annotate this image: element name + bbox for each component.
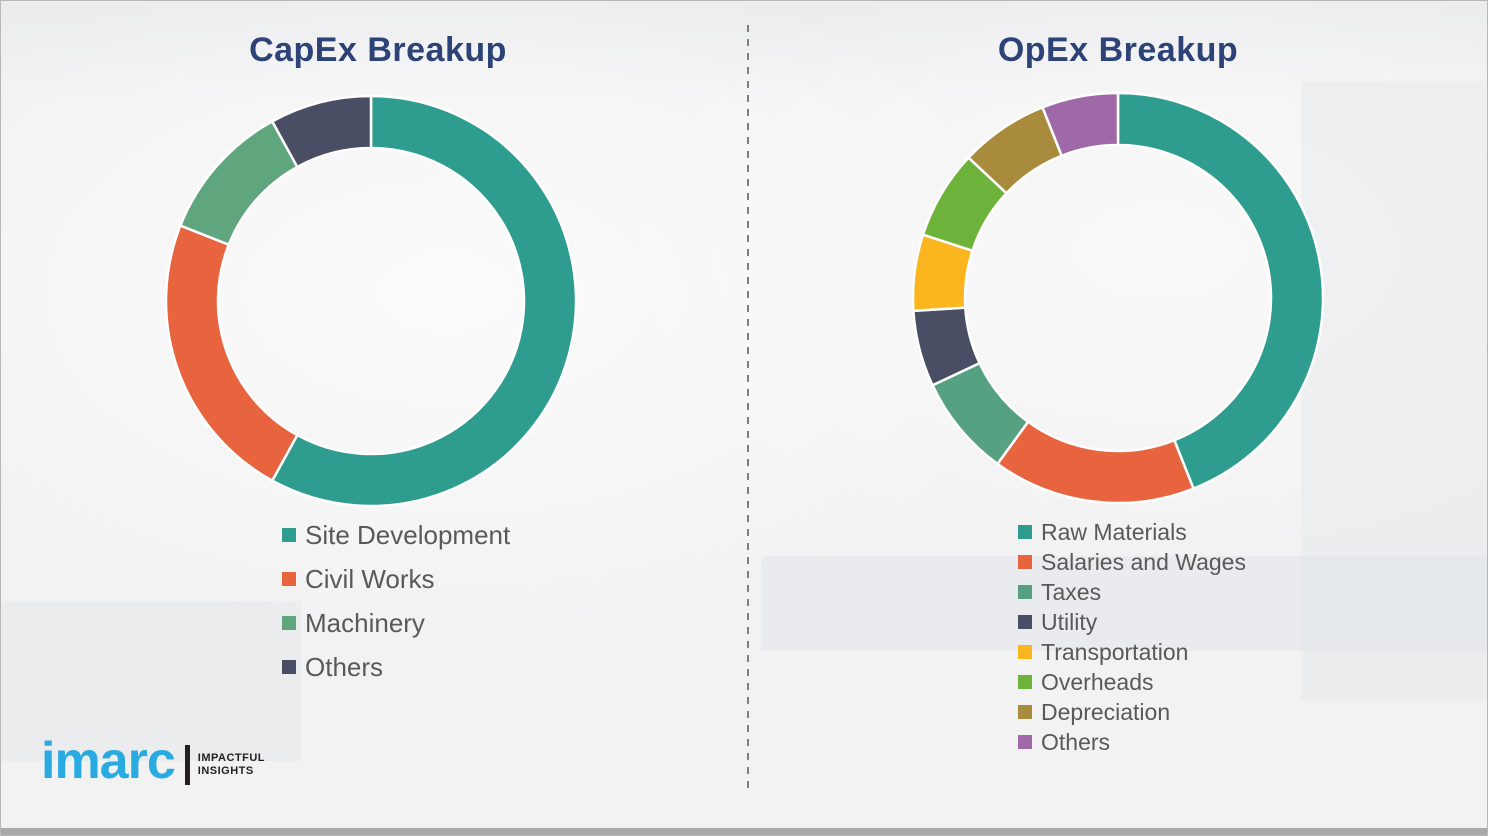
legend-label: Others (305, 651, 384, 682)
tagline-line-1: IMPACTFUL (197, 752, 265, 764)
legend-swatch-icon (1018, 555, 1032, 569)
donut-segment-civil-works (164, 224, 299, 482)
legend-swatch-icon (1018, 675, 1032, 689)
donut-segment-site-development (270, 94, 578, 508)
legend-swatch-icon (282, 616, 296, 630)
donut-segment-machinery (179, 120, 299, 246)
legend-item: Transportation (1018, 637, 1246, 667)
legend-swatch-icon (282, 572, 296, 586)
donut-segment-others (1041, 91, 1120, 157)
legend-swatch-icon (1018, 525, 1032, 539)
legend-label: Depreciation (1041, 698, 1171, 725)
logo-separator-bar (184, 745, 190, 785)
capex-donut-chart (164, 94, 578, 508)
legend-item: Raw Materials (1018, 517, 1246, 547)
legend-swatch-icon (1018, 705, 1032, 719)
legend-item: Utility (1018, 607, 1246, 637)
donut-segment-raw-materials (1116, 91, 1325, 490)
legend-item: Overheads (1018, 667, 1246, 697)
legend-item: Depreciation (1018, 697, 1246, 727)
legend-label: Overheads (1041, 668, 1154, 695)
opex-chart-title: OpEx Breakup (997, 31, 1239, 69)
imarc-logo-tagline: IMPACTFUL INSIGHTS (198, 752, 265, 778)
legend-item: Others (282, 645, 510, 689)
bottom-border-bar (1, 828, 1487, 835)
legend-label: Machinery (305, 607, 425, 638)
donut-segment-others (270, 94, 373, 169)
legend-item: Civil Works (282, 557, 510, 601)
background-texture (1301, 81, 1487, 701)
imarc-logo-wordmark: imarc (41, 732, 176, 790)
legend-label: Transportation (1041, 638, 1189, 665)
imarc-logo: imarc IMPACTFUL INSIGHTS (41, 735, 265, 787)
legend-item: Taxes (1018, 577, 1246, 607)
capex-chart-title: CapEx Breakup (249, 31, 507, 69)
legend-label: Others (1041, 728, 1111, 755)
dashed-divider (747, 25, 749, 791)
legend-swatch-icon (282, 528, 296, 542)
legend-label: Raw Materials (1041, 518, 1187, 545)
legend-swatch-icon (1018, 735, 1032, 749)
legend-label: Site Development (305, 519, 511, 550)
opex-legend: Raw Materials Salaries and Wages Taxes Util… (1018, 517, 1246, 757)
opex-donut-chart (911, 91, 1325, 505)
legend-item: Machinery (282, 601, 510, 645)
capex-legend: Site Development Civil Works Machinery Othe… (282, 513, 510, 689)
legend-label: Civil Works (305, 563, 435, 594)
donut-segment-salaries-and-wages (996, 420, 1195, 505)
legend-swatch-icon (282, 660, 296, 674)
tagline-line-2: INSIGHTS (197, 765, 254, 777)
legend-swatch-icon (1018, 645, 1032, 659)
legend-swatch-icon (1018, 585, 1032, 599)
legend-swatch-icon (1018, 615, 1032, 629)
legend-item: Site Development (282, 513, 510, 557)
legend-label: Salaries and Wages (1041, 548, 1246, 575)
legend-label: Utility (1041, 608, 1098, 635)
legend-item: Salaries and Wages (1018, 547, 1246, 577)
legend-label: Taxes (1041, 578, 1102, 605)
legend-item: Others (1018, 727, 1246, 757)
